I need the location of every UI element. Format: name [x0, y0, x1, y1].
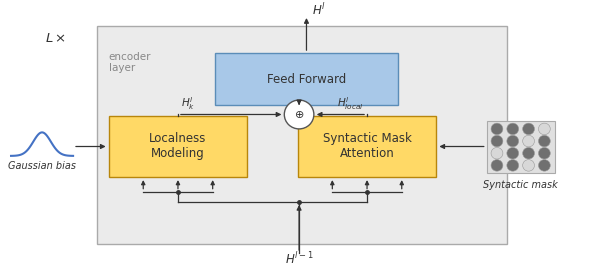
Ellipse shape — [491, 147, 503, 159]
Text: $\oplus$: $\oplus$ — [294, 109, 304, 120]
FancyBboxPatch shape — [215, 53, 398, 105]
Ellipse shape — [491, 160, 503, 171]
Text: Feed Forward: Feed Forward — [267, 73, 346, 86]
Ellipse shape — [523, 160, 535, 171]
Ellipse shape — [507, 147, 519, 159]
FancyBboxPatch shape — [487, 121, 555, 173]
Ellipse shape — [491, 123, 503, 135]
FancyBboxPatch shape — [297, 116, 436, 177]
Text: encoder
layer: encoder layer — [108, 52, 151, 73]
Ellipse shape — [491, 135, 503, 147]
Text: Gaussian bias: Gaussian bias — [8, 161, 76, 171]
Text: $H^{l-1}$: $H^{l-1}$ — [285, 251, 313, 267]
Ellipse shape — [538, 135, 550, 147]
Ellipse shape — [507, 135, 519, 147]
Text: Syntactic mask: Syntactic mask — [483, 180, 558, 190]
Ellipse shape — [538, 147, 550, 159]
Ellipse shape — [523, 147, 535, 159]
Text: $H^l_k$: $H^l_k$ — [181, 95, 195, 112]
Ellipse shape — [523, 123, 535, 135]
Text: Syntactic Mask
Attention: Syntactic Mask Attention — [322, 133, 411, 160]
Text: $L \times$: $L \times$ — [45, 32, 66, 45]
Text: $H^l_{local}$: $H^l_{local}$ — [337, 95, 364, 112]
Ellipse shape — [507, 160, 519, 171]
Ellipse shape — [538, 123, 550, 135]
FancyBboxPatch shape — [108, 116, 247, 177]
Text: Localness
Modeling: Localness Modeling — [149, 133, 207, 160]
Ellipse shape — [538, 160, 550, 171]
Ellipse shape — [507, 123, 519, 135]
Ellipse shape — [523, 135, 535, 147]
Text: $H^l$: $H^l$ — [312, 2, 327, 18]
FancyBboxPatch shape — [97, 26, 507, 244]
Ellipse shape — [284, 100, 314, 129]
